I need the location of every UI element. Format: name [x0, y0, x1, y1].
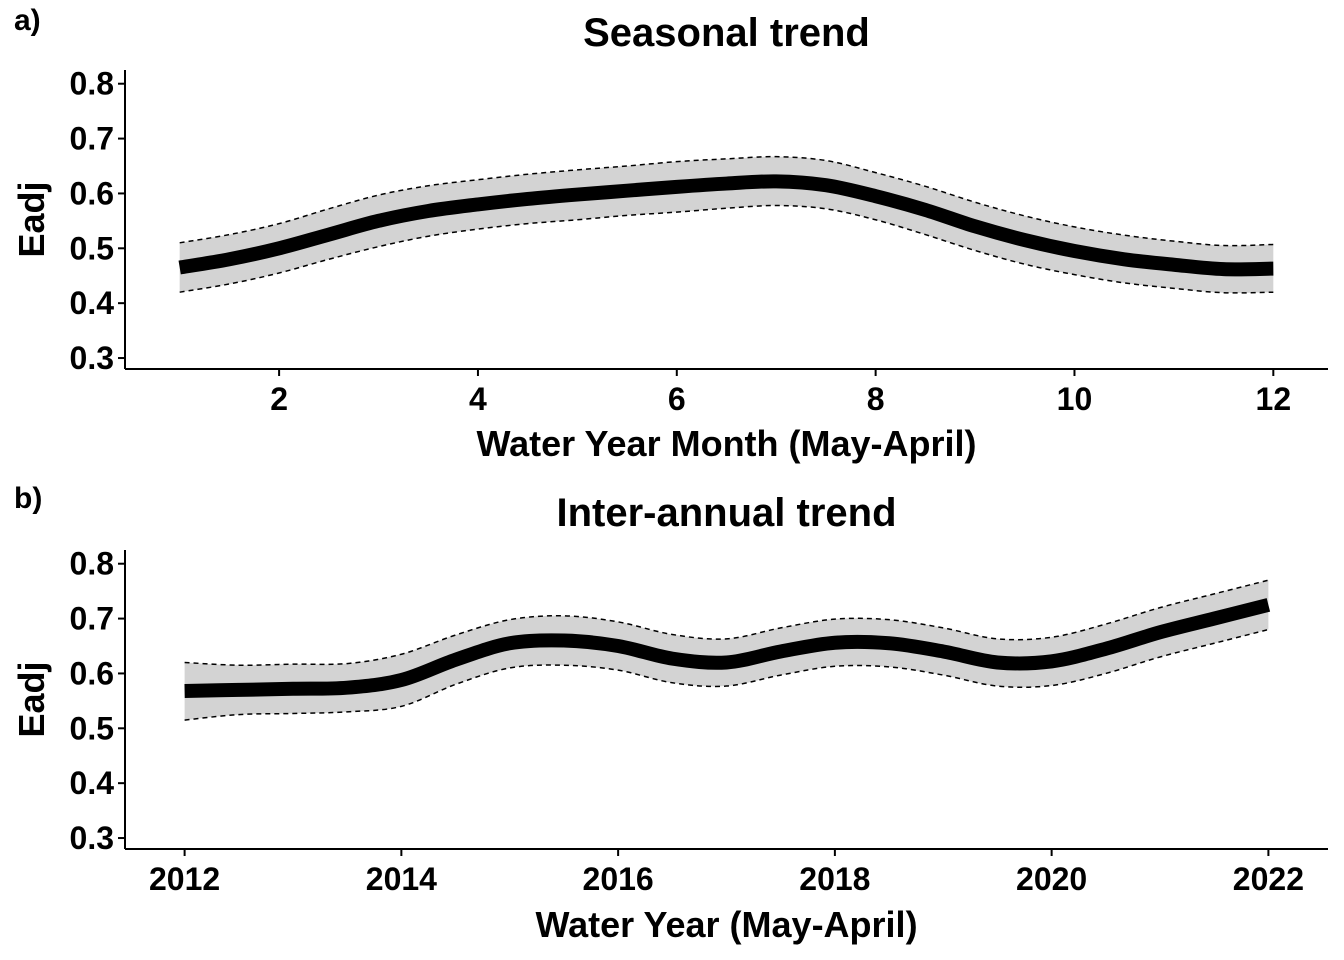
y-axis-label: Eadj: [11, 181, 52, 257]
confidence-band: [179, 156, 1274, 293]
y-tick-label: 0.7: [70, 121, 114, 157]
y-tick-label: 0.8: [70, 66, 114, 102]
fitted-trend-line: [184, 598, 1271, 698]
y-tick-label: 0.3: [70, 820, 114, 856]
x-axis-label: Water Year (May-April): [535, 904, 917, 945]
chart-title: Inter-annual trend: [556, 491, 896, 535]
fitted-trend-line: [178, 174, 1274, 277]
y-tick-label: 0.7: [70, 601, 114, 637]
panel-interannual: b) Inter-annual trend 0.3 0.4 0.5 0.6 0.7 0.8 20…: [11, 482, 1328, 945]
x-tick-label: 8: [867, 381, 885, 417]
x-tick-label: 2018: [799, 861, 870, 897]
x-tick-label: 2022: [1233, 861, 1304, 897]
panel-tag: a): [14, 4, 41, 37]
upper-bound-line: [184, 579, 1269, 667]
y-tick-label: 0.8: [70, 546, 114, 582]
chart-title: Seasonal trend: [583, 11, 870, 55]
x-tick-label: 2: [270, 381, 288, 417]
y-tick-label: 0.4: [70, 285, 115, 321]
x-tick-label: 4: [469, 381, 487, 417]
y-axis-label: Eadj: [11, 661, 52, 737]
x-axis-label: Water Year Month (May-April): [476, 423, 976, 464]
x-tick-label: 2016: [583, 861, 654, 897]
x-tick-label: 2020: [1016, 861, 1087, 897]
panel-tag: b): [14, 482, 42, 515]
panel-seasonal: a) Seasonal trend 0.3 0.4 0.5 0.6 0.7 0.8 2 4 6 8 10…: [11, 4, 1328, 464]
x-tick-label: 2014: [366, 861, 437, 897]
upper-bound-line: [179, 155, 1274, 247]
y-tick-label: 0.6: [70, 655, 114, 691]
lower-bound-line: [179, 204, 1274, 294]
x-tick-label: 6: [668, 381, 686, 417]
x-tick-label: 2012: [149, 861, 220, 897]
y-tick-label: 0.6: [70, 175, 114, 211]
confidence-band: [184, 580, 1269, 721]
lower-bound-line: [184, 628, 1269, 721]
x-tick-label: 12: [1256, 381, 1292, 417]
y-tick-label: 0.5: [70, 710, 114, 746]
x-tick-label: 10: [1057, 381, 1093, 417]
y-tick-label: 0.5: [70, 230, 114, 266]
y-tick-label: 0.3: [70, 340, 114, 376]
y-tick-label: 0.4: [70, 765, 115, 801]
